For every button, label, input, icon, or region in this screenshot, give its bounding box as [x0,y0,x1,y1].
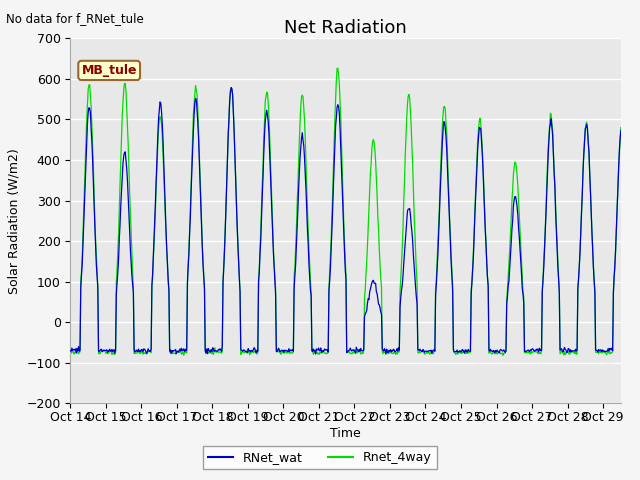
RNet_wat [67,348,74,354]
Rnet_4way [617,125,625,131]
Rnet_4way [68,349,76,355]
Rnet_4way [499,353,507,359]
Y-axis label: Solar Radiation (W/m2): Solar Radiation (W/m2) [8,148,20,294]
X-axis label: Time: Time [330,427,361,440]
Text: MB_tule: MB_tule [81,64,137,77]
Rnet_4way [476,118,483,124]
Rnet_4way [67,349,74,355]
RNet_wat [312,351,319,357]
Rnet_4way [301,135,309,141]
Rnet_4way [143,350,151,356]
RNet_wat [476,125,484,131]
Title: Net Radiation: Net Radiation [284,19,407,37]
RNet_wat [143,348,151,354]
RNet_wat [617,128,625,133]
Line: Rnet_4way: Rnet_4way [70,68,621,356]
Legend: RNet_wat, Rnet_4way: RNet_wat, Rnet_4way [203,446,437,469]
RNet_wat [302,186,310,192]
Text: No data for f_RNet_tule: No data for f_RNet_tule [6,12,144,25]
Rnet_4way [334,65,342,71]
Rnet_4way [462,351,470,357]
RNet_wat [463,348,470,354]
Line: RNet_wat: RNet_wat [70,87,621,354]
RNet_wat [68,348,76,353]
RNet_wat [227,84,235,90]
RNet_wat [324,347,332,353]
Rnet_4way [322,351,330,357]
